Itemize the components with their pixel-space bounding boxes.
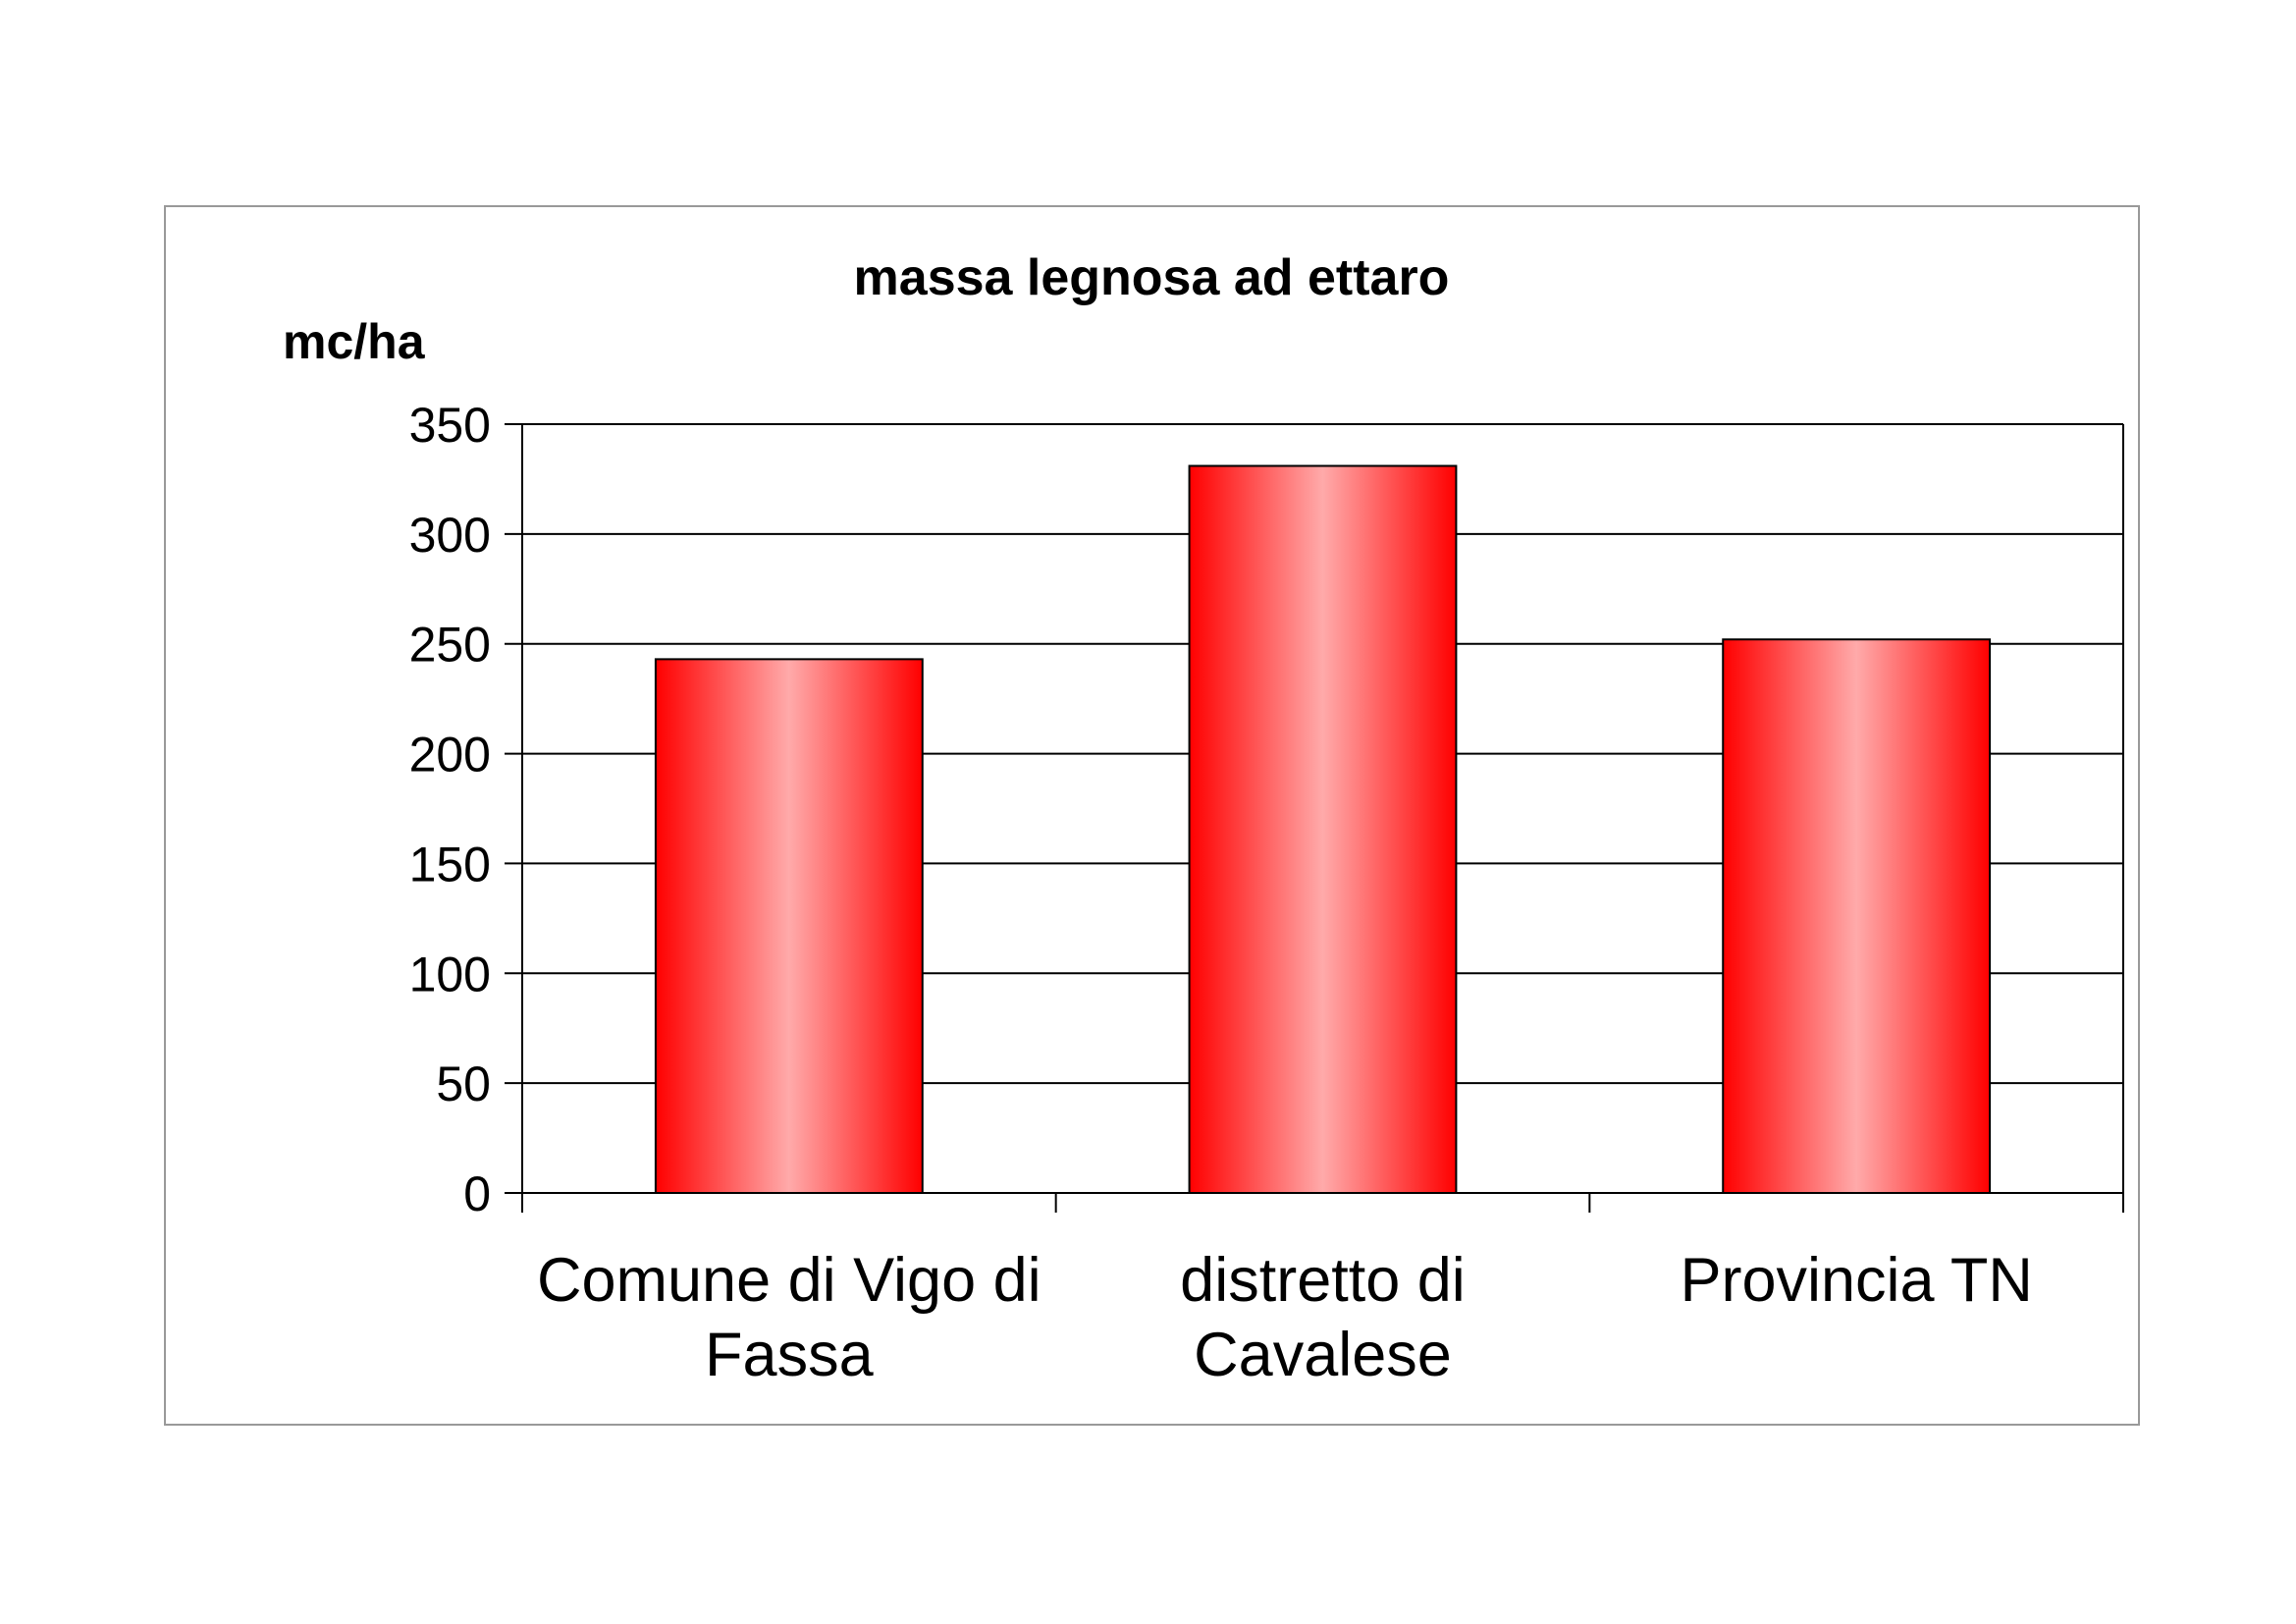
x-category-label: distretto di Cavalese (1180, 1246, 1466, 1389)
x-category-label-line: Fassa (705, 1321, 875, 1389)
bars (654, 464, 1992, 1194)
y-tick-label: 300 (409, 508, 491, 563)
x-category-label-line: Cavalese (1194, 1321, 1452, 1389)
y-tick-labels: 0 50 100 150 200 250 300 350 (409, 398, 491, 1221)
bar (1188, 464, 1458, 1194)
bar (654, 658, 924, 1194)
x-category-label: Provincia TN (1680, 1246, 2032, 1315)
y-tick-label: 250 (409, 618, 491, 673)
x-category-label-line: distretto di (1180, 1246, 1466, 1315)
y-axis-unit-label: mc/ha (283, 314, 426, 369)
y-tick-label: 150 (409, 837, 491, 892)
chart-title: massa legnosa ad ettaro (854, 249, 1450, 306)
x-category-label-line: Provincia TN (1680, 1246, 2032, 1315)
y-tick-label: 350 (409, 398, 491, 453)
y-tick-label: 200 (409, 728, 491, 783)
x-category-label-line: Comune di Vigo di (537, 1246, 1041, 1315)
y-tick-label: 100 (409, 947, 491, 1001)
y-tick-label: 50 (436, 1056, 491, 1111)
axes (505, 423, 2124, 1213)
bar (1722, 638, 1992, 1194)
x-category-label: Comune di Vigo di Fassa (537, 1246, 1041, 1389)
y-tick-label: 0 (463, 1166, 491, 1221)
x-category-labels: Comune di Vigo di Fassa distretto di Cavale… (537, 1246, 2033, 1389)
